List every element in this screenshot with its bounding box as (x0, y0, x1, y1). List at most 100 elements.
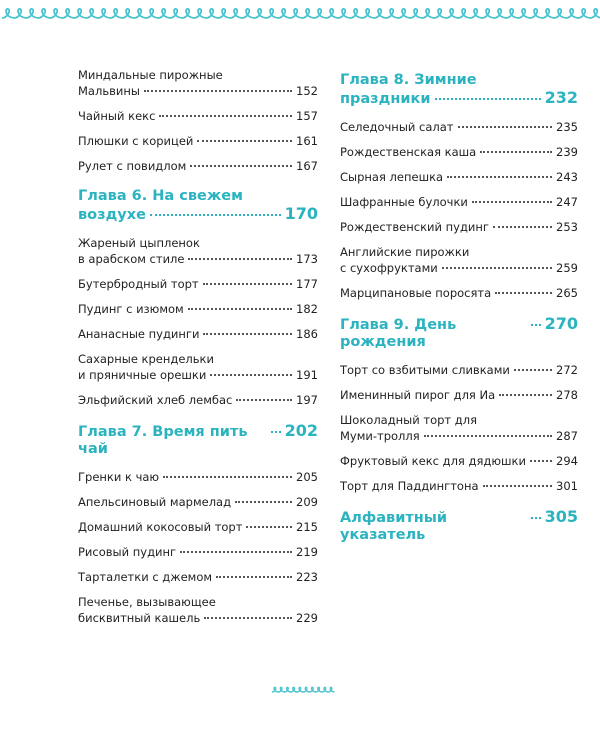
dot-leader (471, 201, 553, 203)
page-number: 253 (556, 220, 578, 234)
entry-title: Рождественский пудинг (340, 220, 489, 234)
toc-entry: Сахарные крендельки и пряничные орешки 191 (78, 351, 318, 383)
entry-title: Глава 7. Время пить чай (78, 424, 248, 457)
toc-entry: Английские пирожки с сухофруктами 259 (340, 244, 578, 276)
dot-leader (246, 526, 293, 528)
page-number: 239 (556, 145, 578, 159)
entry-title: Чайный кекс (78, 109, 156, 123)
dot-leader (188, 258, 293, 260)
entry-row: Муми-тролля 287 (340, 428, 578, 444)
entry-row: Глава 7. Время пить чай 202 (78, 422, 318, 458)
entry-line: Миндальные пирожные (78, 68, 223, 82)
page-number: 265 (556, 286, 578, 300)
entry-title: с сухофруктами (340, 261, 438, 275)
chapter-heading: Глава 8. Зимние праздники 232 (340, 72, 578, 108)
page-number: 219 (296, 545, 318, 559)
dot-leader (530, 517, 541, 519)
entry-row: Мальвины 152 (78, 83, 318, 99)
toc-entry: Домашний кокосовый торт 215 (78, 519, 318, 535)
dot-leader (204, 617, 293, 619)
ornament-loops (271, 686, 335, 693)
toc-entry: Фруктовый кекс для дядюшки 294 (340, 453, 578, 469)
entry-line: Глава 6. На свежем (78, 188, 243, 204)
toc-entry: Рождественская каша 239 (340, 144, 578, 160)
entry-row: Домашний кокосовый торт 215 (78, 519, 318, 535)
dot-leader (492, 226, 553, 228)
entry-line: Сахарные крендельки (78, 352, 214, 366)
dot-leader (235, 501, 293, 503)
dot-leader (236, 399, 293, 401)
entry-title: Шафранные булочки (340, 195, 468, 209)
toc-entry: Рисовый пудинг 219 (78, 544, 318, 560)
entry-title: Апельсиновый мармелад (78, 495, 232, 509)
toc-entry: Селедочный салат 235 (340, 119, 578, 135)
entry-row: в арабском стиле 173 (78, 251, 318, 267)
page-number: 191 (296, 368, 318, 382)
dot-leader (441, 267, 553, 269)
entry-title: бисквитный кашель (78, 611, 201, 625)
toc-entry: Сырная лепешка 243 (340, 169, 578, 185)
dot-leader (216, 576, 293, 578)
page-number: 247 (556, 195, 578, 209)
page-number: 197 (296, 393, 318, 407)
toc-entry: Пудинг с изюмом 182 (78, 301, 318, 317)
page-number: 243 (556, 170, 578, 184)
page-number: 272 (556, 363, 578, 377)
page-number: 205 (296, 470, 318, 484)
page-number: 157 (296, 109, 318, 123)
entry-row: Сырная лепешка 243 (340, 169, 578, 185)
page-number: 202 (284, 421, 318, 440)
page-number: 167 (296, 159, 318, 173)
entry-title: воздухе (78, 207, 146, 223)
entry-title: Именинный пирог для Иа (340, 388, 496, 402)
entry-row: воздухе 170 (78, 205, 318, 224)
page-number: 182 (296, 302, 318, 316)
dot-leader (210, 374, 293, 376)
right-column: Глава 8. Зимние праздники 232 Селедочный са… (340, 67, 578, 555)
entry-row: Селедочный салат 235 (340, 119, 578, 135)
chapter-heading: Алфавитный указатель 305 (340, 508, 578, 544)
chapter-heading: Глава 6. На свежем воздухе 170 (78, 188, 318, 224)
dot-leader (143, 90, 293, 92)
page-number: 215 (296, 520, 318, 534)
page-number: 301 (556, 479, 578, 493)
entry-line: Глава 8. Зимние (340, 72, 477, 88)
page-number: 177 (296, 277, 318, 291)
toc-entry: Жареный цыпленок в арабском стиле 173 (78, 235, 318, 267)
entry-row: Глава 9. День рождения 270 (340, 315, 578, 351)
dot-leader (423, 435, 553, 437)
entry-title: Ананасные пудинги (78, 327, 200, 341)
toc-entry: Ананасные пудинги 186 (78, 326, 318, 342)
entry-row: Ананасные пудинги 186 (78, 326, 318, 342)
entry-row: праздники 232 (340, 89, 578, 108)
entry-title: Гренки к чаю (78, 470, 160, 484)
entry-title: Бутербродный торт (78, 277, 199, 291)
toc-entry: Шоколадный торт для Муми-тролля 287 (340, 412, 578, 444)
dot-leader (457, 126, 553, 128)
entry-row: Рождественская каша 239 (340, 144, 578, 160)
entry-title: Глава 9. День рождения (340, 317, 457, 350)
entry-row: бисквитный кашель 229 (78, 610, 318, 626)
entry-title: Эльфийский хлеб лембас (78, 393, 233, 407)
page-number: 186 (296, 327, 318, 341)
entry-title: Фруктовый кекс для дядюшки (340, 454, 526, 468)
dot-leader (499, 394, 553, 396)
left-column: Миндальные пирожные Мальвины 152 Чайный кек… (78, 67, 318, 635)
top-ornament (1, 8, 600, 19)
dot-leader (190, 165, 293, 167)
toc-entry: Рулет с повидлом 167 (78, 158, 318, 174)
entry-title: Плюшки с корицей (78, 134, 194, 148)
toc-entry: Чайный кекс 157 (78, 108, 318, 124)
entry-row: Марципановые поросята 265 (340, 285, 578, 301)
dot-leader (447, 176, 553, 178)
entry-line: Шоколадный торт для (340, 413, 478, 427)
dot-leader (482, 485, 553, 487)
entry-row: Именинный пирог для Иа 278 (340, 387, 578, 403)
entry-title: Муми-тролля (340, 429, 420, 443)
entry-row: Чайный кекс 157 (78, 108, 318, 124)
page-number: 287 (556, 429, 578, 443)
entry-title: Марципановые поросята (340, 286, 492, 300)
entry-line: Английские пирожки (340, 245, 470, 259)
entry-title: и пряничные орешки (78, 368, 207, 382)
entry-line: Жареный цыпленок (78, 236, 200, 250)
